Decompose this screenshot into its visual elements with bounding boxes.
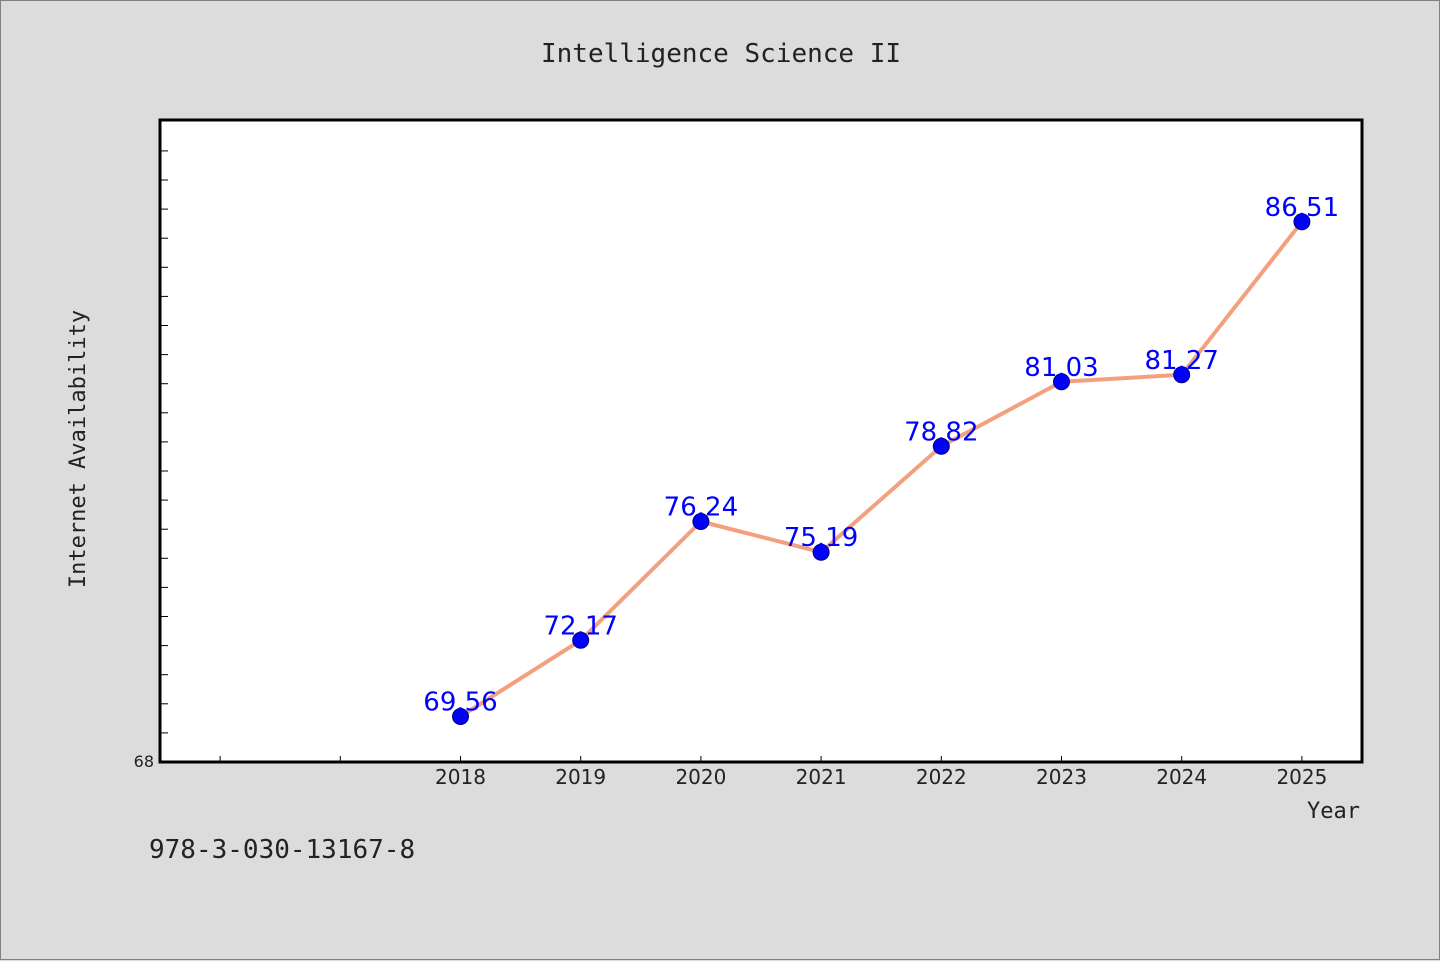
x-tick-label: 2023 xyxy=(1036,765,1087,789)
series-markers xyxy=(452,213,1311,725)
x-tick-label: 2025 xyxy=(1276,765,1327,789)
data-label: 78.82 xyxy=(904,417,978,447)
x-tick-label: 2019 xyxy=(555,765,606,789)
data-point xyxy=(1293,213,1311,231)
data-point xyxy=(1173,366,1191,384)
data-point xyxy=(692,513,710,530)
chart-title: Intelligence Science II xyxy=(541,39,901,69)
x-tick-label: 2021 xyxy=(796,765,847,789)
data-label: 72.17 xyxy=(543,611,617,641)
data-label: 81.27 xyxy=(1144,346,1218,376)
x-tick-label: 2018 xyxy=(435,765,486,789)
plot-area xyxy=(160,120,1362,762)
x-tick-label: 2020 xyxy=(675,765,726,789)
data-label: 86.51 xyxy=(1265,193,1339,223)
plot-border xyxy=(158,118,1364,764)
y-tick-label: 68 xyxy=(134,752,154,771)
data-point xyxy=(812,543,830,561)
data-point xyxy=(572,631,590,649)
data-point xyxy=(452,708,469,725)
x-axis-title: Year xyxy=(1307,799,1360,824)
x-tick-label: 2024 xyxy=(1156,765,1207,789)
data-label: 69.56 xyxy=(423,688,497,718)
data-label: 75.19 xyxy=(784,523,858,553)
data-label: 81.03 xyxy=(1024,353,1098,383)
y-axis-title: Internet Availability xyxy=(66,310,91,588)
x-axis-tick-labels: 2018 2019 2020 2021 2022 2023 2024 2025 xyxy=(435,765,1327,789)
data-label: 76.24 xyxy=(664,493,738,523)
series-line xyxy=(458,219,1304,719)
data-point xyxy=(1053,373,1070,391)
isbn-footnote: 978-3-030-13167-8 xyxy=(149,835,416,865)
data-point xyxy=(932,437,950,455)
x-tick-label: 2022 xyxy=(916,765,967,789)
data-labels: 69.56 72.17 76.24 75.19 78.82 81.03 81.27 86.51 xyxy=(423,193,1339,718)
